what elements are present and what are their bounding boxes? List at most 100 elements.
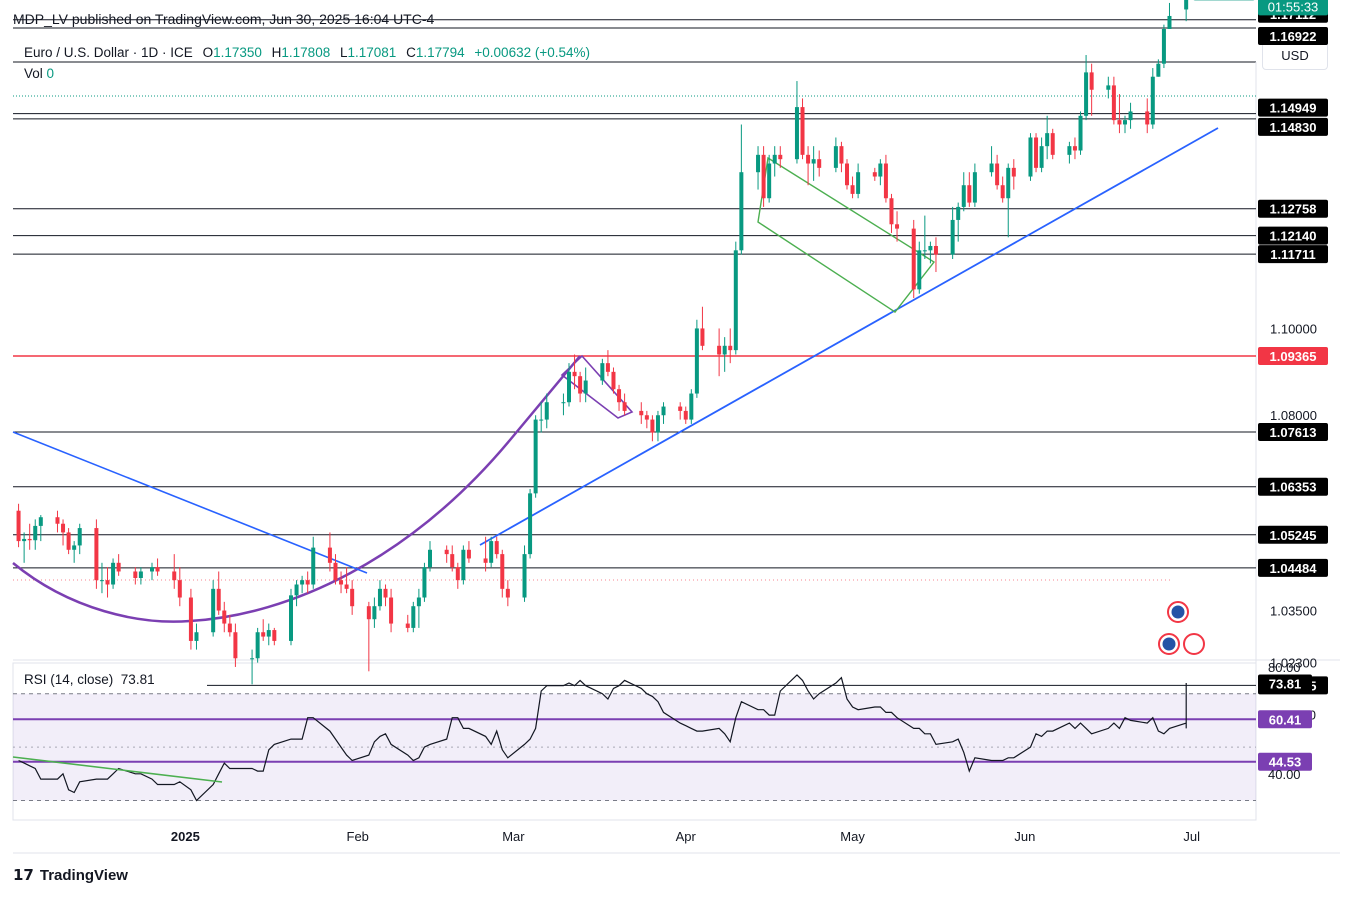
time-tick-2: Mar: [502, 829, 525, 844]
candle-body-136: [1084, 72, 1089, 116]
candle-body-58: [483, 558, 488, 563]
candle-body-132: [1050, 133, 1055, 155]
candle-body-5: [55, 517, 60, 524]
candle-body-82: [661, 406, 666, 416]
candle-body-119: [956, 206, 961, 220]
candle-body-2: [27, 538, 32, 541]
close-label: C: [406, 45, 416, 60]
candle-body-62: [505, 588, 510, 598]
candle-body-105: [845, 163, 849, 186]
candle-body-137: [1089, 72, 1094, 90]
candle-body-11: [99, 580, 104, 582]
candle-body-96: [772, 154, 777, 164]
candle-body-61: [500, 554, 505, 589]
candle-body-109: [878, 163, 883, 177]
candle-body-128: [1028, 137, 1033, 177]
candle-body-70: [572, 371, 577, 377]
candle-body-29: [255, 632, 260, 659]
rsi-tick-0: 80.00: [1268, 660, 1301, 675]
time-tick-6: Jul: [1183, 829, 1200, 844]
candle-body-83: [678, 406, 683, 411]
level-label-box-6: [1258, 245, 1328, 264]
candle-body-57: [466, 549, 471, 559]
tradingview-brand[interactable]: 17 TradingView: [13, 866, 128, 884]
candle-body-113: [911, 228, 916, 290]
candle-body-147: [1167, 15, 1172, 29]
rsi-level-label-1: 44.53: [1269, 755, 1302, 770]
volume-value: 0: [46, 66, 55, 81]
candle-body-117: [933, 245, 938, 255]
candle-body-100: [806, 154, 811, 164]
candle-body-36: [305, 580, 310, 585]
candle-body-35: [300, 580, 305, 585]
candle-body-42: [350, 588, 355, 607]
candle-body-38: [327, 547, 332, 563]
level-label-4: 1.12758: [1270, 202, 1317, 217]
candle-body-80: [650, 419, 655, 433]
candle-body-67: [544, 402, 549, 420]
candle-body-18: [155, 567, 160, 572]
rsi-pane: 60.41 44.53 80.00 40.00 73.81: [12, 660, 1312, 802]
candle-body-93: [756, 154, 761, 173]
rsi-tick-1: 40.00: [1268, 767, 1301, 782]
candle-body-55: [455, 567, 460, 581]
rsi-legend: RSI (14, close) 73.81: [24, 672, 155, 687]
candle-body-25: [222, 610, 227, 624]
candle-body-15: [133, 571, 138, 578]
candle-body-31: [266, 630, 271, 637]
open-label: O: [202, 45, 214, 60]
level-label-11: 1.04484: [1270, 561, 1318, 576]
candle-body-101: [811, 159, 816, 164]
candle-body-127: [1011, 167, 1016, 177]
candle-body-46: [383, 588, 388, 598]
candle-body-26: [227, 623, 232, 633]
falling-trendline: [12, 431, 368, 574]
volume-label: Vol: [24, 66, 43, 81]
candle-body-107: [856, 172, 861, 194]
green-falling-channel: [757, 156, 936, 313]
level-label-box-11: [1258, 558, 1328, 577]
level-label-3: 1.14830: [1270, 120, 1317, 135]
candle-body-90: [728, 345, 733, 351]
level-label-8: 1.07613: [1270, 425, 1317, 440]
candle-body-122: [972, 172, 977, 203]
candle-body-68: [561, 402, 566, 404]
candle-body-75: [611, 371, 616, 390]
event-flag-icon-1: [1162, 637, 1176, 651]
candle-body-64: [528, 493, 533, 555]
rsi-label: RSI (14, close): [24, 672, 114, 687]
symbol-name: Euro / U.S. Dollar · 1D · ICE: [24, 45, 193, 60]
candle-body-65: [533, 419, 538, 494]
open-value: 1.17350: [213, 45, 262, 60]
candle-body-123: [989, 163, 994, 173]
time-tick-0: 2025: [171, 829, 200, 844]
candle-body-4: [38, 517, 43, 526]
price-tick-3: 1.02300: [1270, 656, 1317, 671]
low-label: L: [339, 45, 348, 60]
candle-body-17: [150, 567, 154, 572]
candle-body-142: [1128, 111, 1133, 121]
level-label-box-10: [1258, 525, 1328, 544]
symbol-header: Euro / U.S. Dollar · 1D · ICE O1.17350 H…: [24, 45, 596, 60]
candle-body-21: [188, 597, 193, 641]
candle-body-79: [644, 415, 649, 420]
candle-body-24: [216, 588, 221, 611]
candle-body-133: [1067, 146, 1072, 155]
candles: [16, 0, 1189, 685]
ohlc-high: H1.17808: [272, 45, 331, 60]
brand-name: TradingView: [39, 866, 128, 884]
price-tick-0: 1.10000: [1270, 321, 1317, 336]
candle-body-50: [416, 597, 421, 607]
level-label-box-8: [1258, 423, 1328, 442]
low-value: 1.17081: [347, 45, 397, 60]
candle-body-108: [872, 172, 877, 177]
candle-body-145: [1156, 63, 1161, 77]
candle-body-76: [617, 389, 622, 403]
candle-body-129: [1034, 137, 1039, 168]
candle-body-27: [233, 632, 238, 659]
candle-body-48: [405, 623, 410, 628]
candle-body-111: [889, 198, 894, 225]
time-tick-1: Feb: [347, 829, 369, 844]
level-labels: 1.171121.169221.149491.148301.127581.121…: [1193, 0, 1328, 695]
